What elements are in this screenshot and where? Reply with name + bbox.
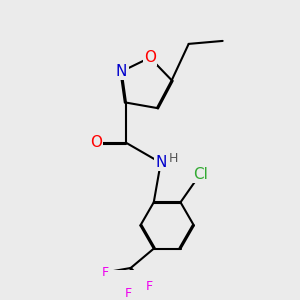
Text: F: F — [146, 280, 153, 293]
Text: N: N — [116, 64, 127, 79]
Text: O: O — [90, 135, 102, 150]
Text: Cl: Cl — [193, 167, 208, 182]
Text: N: N — [155, 155, 166, 170]
Text: F: F — [101, 266, 109, 279]
Text: O: O — [144, 50, 156, 65]
Text: F: F — [125, 287, 132, 300]
Text: H: H — [169, 152, 178, 165]
